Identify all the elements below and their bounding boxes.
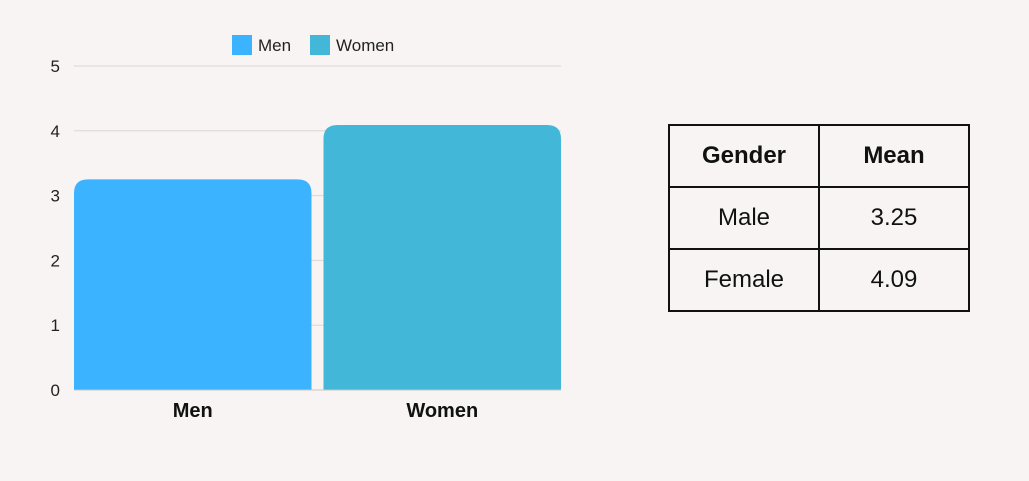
bar-men <box>74 179 312 390</box>
gender-mean-table: Gender Mean Male 3.25 Female 4.09 <box>668 124 970 312</box>
table-row: Female 4.09 <box>668 248 970 312</box>
y-tick-label: 1 <box>51 316 60 335</box>
legend-swatch-women <box>310 35 330 55</box>
table-header-row: Gender Mean <box>668 124 970 188</box>
table-cell-mean: 3.25 <box>818 186 970 250</box>
x-tick-label: Women <box>406 400 478 422</box>
table-header-mean: Mean <box>818 124 970 188</box>
legend-label-men: Men <box>258 36 291 55</box>
table-cell-gender: Female <box>668 248 820 312</box>
y-tick-label: 5 <box>51 57 60 76</box>
table-row: Male 3.25 <box>668 186 970 250</box>
x-tick-label: Men <box>173 400 213 422</box>
y-tick-label: 2 <box>51 251 60 270</box>
legend-label-women: Women <box>336 36 394 55</box>
table-cell-gender: Male <box>668 186 820 250</box>
y-tick-label: 3 <box>51 187 60 206</box>
legend-swatch-men <box>232 35 252 55</box>
table-cell-mean: 4.09 <box>818 248 970 312</box>
y-tick-label: 4 <box>51 122 60 141</box>
y-tick-label: 0 <box>51 381 60 400</box>
bar-chart: 0 1 2 3 4 5 Men Women Men Women <box>51 35 561 422</box>
table-header-gender: Gender <box>668 124 820 188</box>
bar-women <box>323 124 561 390</box>
